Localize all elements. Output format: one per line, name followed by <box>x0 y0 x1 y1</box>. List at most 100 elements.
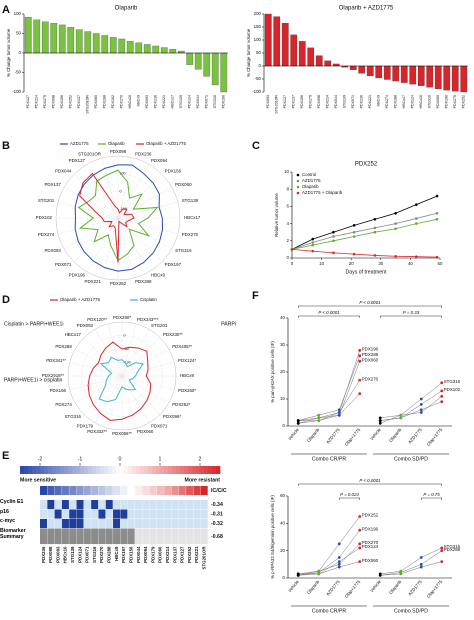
category-label: STG201 <box>151 323 168 328</box>
bar <box>41 21 49 54</box>
series-line <box>298 547 360 575</box>
point <box>317 419 321 422</box>
region-label: PARPi <box>221 321 236 327</box>
x-tick-label: STG316 <box>428 95 432 108</box>
category-label: PDX071 <box>151 423 168 428</box>
point <box>419 565 423 569</box>
heat-cell <box>178 519 186 529</box>
spoke <box>83 337 123 377</box>
heat-cell <box>40 500 48 510</box>
series-label: PDX252 <box>362 513 379 518</box>
y-tick-label: 100 <box>14 11 22 16</box>
series-line <box>79 172 135 263</box>
x-tick-label: Olaparib <box>388 579 403 595</box>
category-label: STG139 <box>182 198 199 203</box>
series-line <box>87 341 152 421</box>
x-tick-label: PDX044 <box>334 95 338 108</box>
resistant-label: More resistant <box>185 477 221 483</box>
colorbar-cell <box>188 466 193 474</box>
heat-cell <box>200 500 208 510</box>
point <box>337 542 341 546</box>
point <box>440 394 444 398</box>
heat-cell <box>127 528 135 545</box>
heat-cell <box>134 500 142 510</box>
spoke <box>121 375 175 391</box>
y-tick-label: 40 <box>280 315 285 320</box>
bracket <box>298 305 442 308</box>
point <box>290 248 294 251</box>
colorbar-cell <box>120 466 125 474</box>
x-tick-label: PDX179 <box>309 95 313 108</box>
bar <box>33 19 41 54</box>
x-tick-label: PDX071 <box>351 95 355 108</box>
legend-label: Olaparib + AZD1775 <box>146 141 186 146</box>
heat-cell <box>193 519 201 529</box>
category-label: PDX252* <box>172 402 190 407</box>
colorbar-cell <box>180 466 185 474</box>
heat-cell <box>54 500 62 510</box>
correlation: -0.68 <box>211 534 223 540</box>
series-label: STG316 <box>444 379 461 384</box>
category-label: HBCx9 <box>151 272 165 277</box>
bar <box>75 29 83 54</box>
series-line <box>291 212 438 250</box>
ic-cell <box>83 486 91 495</box>
bar <box>324 60 332 67</box>
bar <box>298 41 306 67</box>
series-line <box>298 516 360 575</box>
colorbar-cell <box>76 466 81 474</box>
ic-cell <box>200 486 208 495</box>
y-tick-label: 2 <box>287 238 290 243</box>
category-label: PDX252 <box>110 281 127 286</box>
r-tick-label: 100 <box>120 172 126 176</box>
x-tick-label: PDX156 <box>60 95 64 108</box>
ic-cell <box>171 486 179 495</box>
heat-cell <box>120 519 128 529</box>
heat-cell <box>186 519 194 529</box>
spoke <box>121 329 150 377</box>
x-tick-label: PDX156 <box>300 95 304 108</box>
series-line <box>380 547 442 575</box>
x-tick-label: PDX124 <box>188 95 192 108</box>
category-label: PDX288 <box>55 344 72 349</box>
row-label-box: Cyclin E1 <box>0 499 23 505</box>
category-label: PDX093 <box>44 248 61 253</box>
bar <box>152 45 160 54</box>
x-tick-label: AZD1775 <box>325 579 341 597</box>
heat-cell <box>83 509 91 519</box>
legend-swatch <box>296 173 300 177</box>
point <box>440 400 444 404</box>
x-tick-label: PDX288 <box>394 95 398 108</box>
ic-cell <box>47 486 55 495</box>
point <box>332 235 335 238</box>
point <box>394 222 397 225</box>
colorbar-cell <box>152 466 157 474</box>
series-line <box>291 249 438 258</box>
spoke <box>117 158 135 219</box>
ic-cell <box>54 486 62 495</box>
category-label: PDX098 <box>110 149 127 154</box>
colorbar-cell <box>164 466 169 474</box>
y-axis-label: % Change tumor volume <box>246 28 251 77</box>
spoke <box>94 329 123 377</box>
x-tick-label: PDX137 <box>77 95 81 108</box>
y-tick-label: 8 <box>287 186 290 191</box>
point <box>296 419 300 422</box>
region-label: Cisplatin > PARPi+WEE1i <box>4 321 64 327</box>
point <box>394 211 397 215</box>
spoke <box>121 375 161 415</box>
column-label: PDX060 <box>158 546 163 563</box>
heat-cell <box>127 519 135 529</box>
colorbar-cell <box>168 466 173 474</box>
y-axis-label: % pan-γH2AX positive cells (IF) <box>270 341 275 403</box>
heat-cell <box>193 500 201 510</box>
column-label: STG316 <box>92 546 97 563</box>
spoke <box>58 201 119 219</box>
x-tick-label: PDX196 <box>445 95 449 108</box>
bar <box>375 65 383 79</box>
series-line <box>380 396 442 424</box>
colorbar-cell <box>208 466 213 474</box>
series-line <box>298 379 360 421</box>
x-tick-label: PDX288 <box>103 95 107 108</box>
bar <box>177 50 185 54</box>
